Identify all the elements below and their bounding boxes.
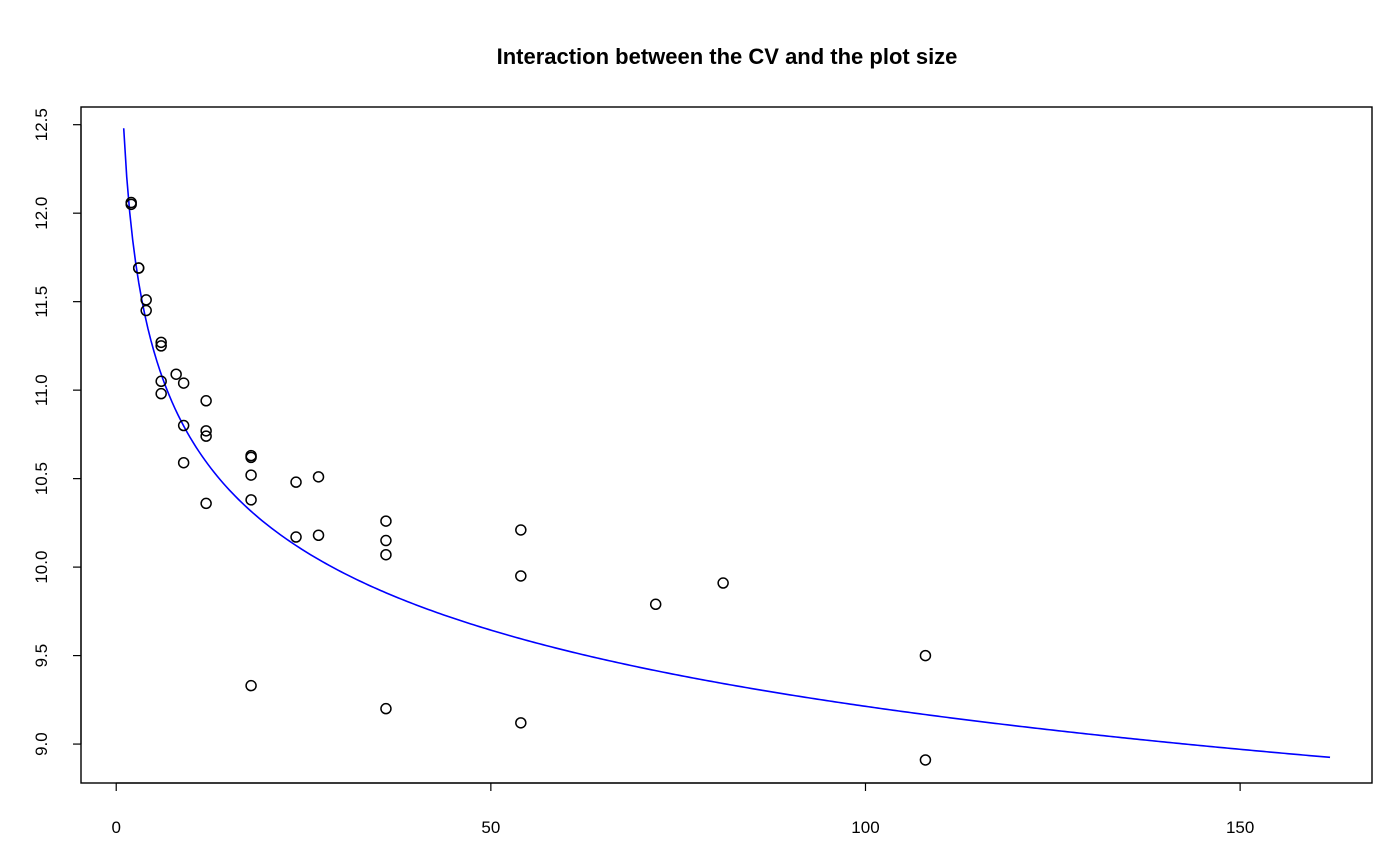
data-point xyxy=(177,419,190,432)
y-tick-label: 12.5 xyxy=(32,108,51,141)
data-point xyxy=(200,497,212,510)
y-tick-label: 9.0 xyxy=(32,732,51,756)
data-point xyxy=(649,598,662,611)
data-point xyxy=(515,570,527,582)
y-tick-label: 11.5 xyxy=(32,286,51,318)
plot-frame xyxy=(80,106,1373,784)
data-point xyxy=(132,262,145,274)
data-point xyxy=(140,304,152,317)
x-tick-label: 0 xyxy=(111,818,120,837)
data-point xyxy=(380,534,392,547)
y-tick-label: 9.5 xyxy=(32,644,51,668)
data-point xyxy=(515,717,527,729)
data-point xyxy=(245,494,257,506)
x-axis: 0 50 100 150 xyxy=(111,782,1254,837)
data-point xyxy=(919,754,932,766)
y-tick-label: 10.5 xyxy=(32,462,51,495)
data-point xyxy=(200,425,212,437)
data-point xyxy=(177,456,190,469)
data-point xyxy=(245,679,257,692)
data-point xyxy=(155,340,167,352)
chart-title: Interaction between the CV and the plot … xyxy=(497,44,958,69)
x-tick-label: 50 xyxy=(481,818,500,837)
data-point xyxy=(312,471,325,483)
data-point xyxy=(380,515,392,527)
data-points xyxy=(125,196,932,766)
data-point xyxy=(125,198,137,211)
data-point xyxy=(380,702,392,715)
data-point xyxy=(200,395,212,407)
data-point xyxy=(290,531,302,543)
y-tick-label: 12.0 xyxy=(32,197,51,230)
fitted-curve xyxy=(122,128,1331,759)
data-point xyxy=(155,336,167,349)
y-tick-label: 10.0 xyxy=(32,551,51,584)
data-point xyxy=(155,375,167,388)
data-point xyxy=(312,529,325,542)
data-point xyxy=(515,524,527,536)
data-point xyxy=(919,649,932,662)
data-point xyxy=(155,387,167,400)
data-point xyxy=(380,548,392,561)
data-point xyxy=(140,294,152,306)
y-tick-label: 11.0 xyxy=(32,374,51,406)
data-point xyxy=(245,451,257,464)
data-point xyxy=(170,368,182,380)
x-tick-label: 100 xyxy=(851,818,879,837)
data-point xyxy=(200,430,212,442)
y-axis: 9.0 9.5 10.0 10.5 11.0 11.5 12.0 12.5 xyxy=(32,108,82,756)
data-point xyxy=(290,476,302,488)
data-point xyxy=(177,377,190,389)
x-tick-label: 150 xyxy=(1226,818,1254,837)
data-point xyxy=(717,577,729,589)
data-point xyxy=(245,469,257,481)
